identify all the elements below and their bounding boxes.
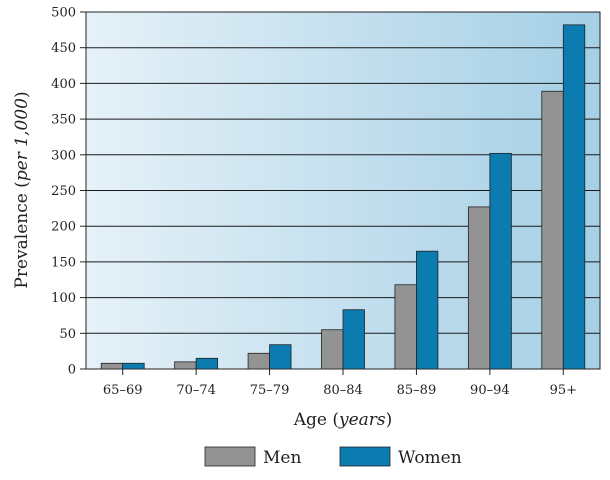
x-tick-label: 65–69 (103, 383, 143, 398)
y-axis-ticks: 0 50 100 150 200 250 300 350 400 450 500 (51, 6, 86, 378)
bar-men-5 (467, 206, 491, 370)
x-tick-label: 95+ (550, 383, 577, 398)
legend-swatch-men (204, 446, 256, 467)
bar-women-1 (195, 357, 219, 370)
bar-women-2 (269, 344, 292, 370)
bar-women-6 (562, 24, 586, 370)
x-tick-label: 90–94 (470, 383, 510, 398)
x-axis-title: Age (years) (293, 410, 393, 430)
y-tick-label: 400 (51, 77, 76, 92)
bar-women-4 (416, 250, 439, 370)
bar-men-2 (247, 352, 270, 370)
y-tick-label: 150 (51, 255, 76, 270)
x-tick-label: 80–84 (323, 383, 363, 398)
x-tick-label: 75–79 (250, 383, 290, 398)
x-tick-label: 85–89 (397, 383, 437, 398)
bar-men-1 (174, 361, 197, 370)
x-tick-label: 70–74 (176, 383, 216, 398)
bar-men-6 (541, 90, 564, 370)
legend: Men Women (204, 446, 462, 468)
x-axis-ticks: 65–69 70–74 75–79 80–84 85–89 90–94 95+ (103, 369, 577, 398)
y-tick-label: 450 (51, 41, 76, 56)
bar-women-0 (122, 362, 145, 370)
bar-men-0 (100, 362, 124, 370)
y-tick-label: 0 (68, 363, 76, 378)
y-tick-label: 100 (51, 291, 76, 306)
bar-women-3 (342, 309, 365, 370)
y-tick-label: 250 (51, 184, 76, 199)
gridlines (86, 47, 600, 334)
y-tick-label: 500 (51, 6, 76, 21)
bar-men-3 (321, 329, 344, 370)
y-tick-label: 300 (51, 148, 76, 163)
bar-women-5 (489, 152, 512, 370)
y-tick-label: 200 (51, 220, 76, 235)
bars (100, 24, 586, 370)
legend-swatch-women (339, 446, 391, 467)
y-tick-label: 350 (51, 113, 76, 128)
legend-label-women: Women (398, 448, 462, 468)
bar-men-4 (394, 284, 417, 370)
y-axis-title: Prevalence (per 1,000) (12, 91, 32, 288)
legend-label-men: Men (263, 448, 301, 468)
y-tick-label: 50 (59, 327, 76, 342)
